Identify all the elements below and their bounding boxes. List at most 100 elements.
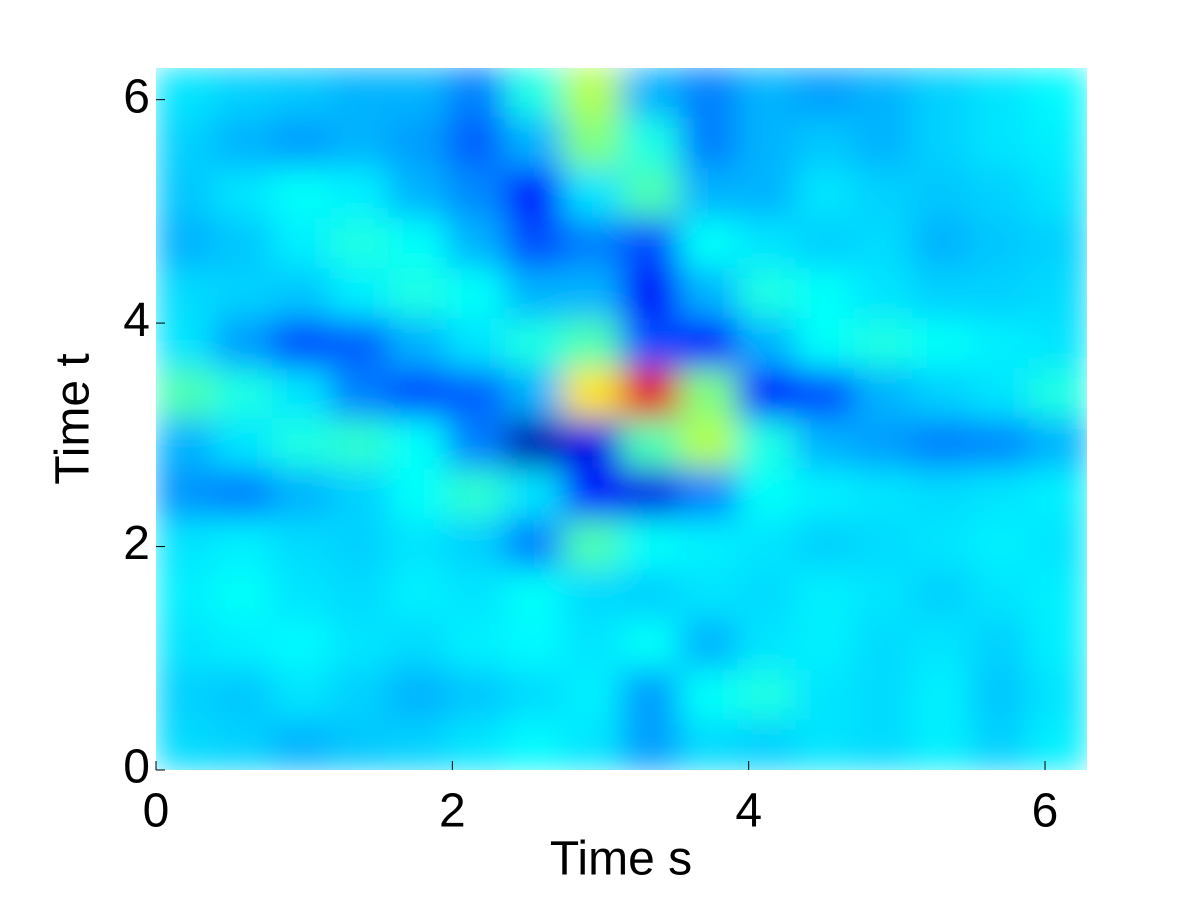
y-axis-label: Time t <box>47 353 100 485</box>
heatmap-cell <box>388 518 448 570</box>
heatmap-cell <box>621 418 681 470</box>
heatmap-cell <box>853 468 913 520</box>
heatmap-cell <box>213 669 273 721</box>
heatmap-cell <box>504 568 564 621</box>
heatmap-cell <box>271 117 332 169</box>
heatmap-cell <box>156 68 215 119</box>
heatmap-cell <box>679 68 739 119</box>
heatmap-cell <box>562 318 622 370</box>
heatmap-cell <box>446 117 506 169</box>
heatmap-cell <box>504 167 564 219</box>
heatmap-cell <box>388 619 448 671</box>
heatmap-cell <box>329 468 390 520</box>
heatmap-cell <box>795 117 855 169</box>
heatmap-cell <box>621 117 681 169</box>
heatmap-cell <box>213 117 273 169</box>
heatmap-cell <box>970 568 1030 621</box>
heatmap-cell <box>853 217 913 270</box>
heatmap-cell <box>621 518 681 570</box>
heatmap-cell <box>388 68 448 119</box>
heatmap-cell <box>271 368 332 420</box>
heatmap-cell <box>504 217 564 270</box>
heatmap-cell <box>271 669 332 721</box>
heatmap-cell <box>446 568 506 621</box>
heatmap-cell <box>795 719 855 770</box>
heatmap-cell <box>156 669 215 721</box>
heatmap-cell <box>329 117 390 169</box>
heatmap-cell <box>388 167 448 219</box>
heatmap-cell <box>795 167 855 219</box>
heatmap-cell <box>737 117 797 169</box>
heatmap-cell <box>504 318 564 370</box>
heatmap-cell <box>562 68 622 119</box>
y-tick-label: 4 <box>123 294 150 347</box>
heatmap-cell <box>156 719 215 770</box>
heatmap-cell <box>679 368 739 420</box>
heatmap-cell <box>388 217 448 270</box>
heatmap-cell <box>329 217 390 270</box>
heatmap-cell <box>271 719 332 770</box>
heatmap-cell <box>388 117 448 169</box>
heatmap-cell <box>446 619 506 671</box>
heatmap-cell <box>271 167 332 219</box>
heatmap-cell <box>562 468 622 520</box>
heatmap-cell <box>446 719 506 770</box>
heatmap-cell <box>504 619 564 671</box>
heatmap-cell <box>156 268 215 320</box>
heatmap-cell <box>970 368 1030 420</box>
heatmap-cell <box>329 669 390 721</box>
heatmap-cell <box>911 669 972 721</box>
heatmap-cell <box>271 217 332 270</box>
heatmap-cell <box>795 318 855 370</box>
heatmap-cell <box>329 368 390 420</box>
heatmap-cell <box>329 68 390 119</box>
heatmap-cell <box>329 167 390 219</box>
heatmap-cell <box>446 217 506 270</box>
heatmap-cell <box>1028 68 1087 119</box>
heatmap-cell <box>562 568 622 621</box>
y-tick-label: 2 <box>123 517 150 570</box>
heatmap-cell <box>156 418 215 470</box>
heatmap-cell <box>213 418 273 470</box>
heatmap-cell <box>156 117 215 169</box>
heatmap-cell <box>970 167 1030 219</box>
heatmap-cell <box>795 217 855 270</box>
heatmap-cell <box>1028 418 1087 470</box>
y-tick-label: 6 <box>123 70 150 123</box>
heatmap-cell <box>271 619 332 671</box>
heatmap-cell <box>271 568 332 621</box>
heatmap-cell <box>679 217 739 270</box>
heatmap-cell <box>271 68 332 119</box>
heatmap-cell <box>446 368 506 420</box>
heatmap-cell <box>213 468 273 520</box>
heatmap-cell <box>911 619 972 671</box>
heatmap-cell <box>504 418 564 470</box>
heatmap-cell <box>970 468 1030 520</box>
heatmap-cell <box>504 669 564 721</box>
heatmap-cell <box>388 669 448 721</box>
heatmap-cell <box>504 719 564 770</box>
x-tick-label: 4 <box>735 785 762 838</box>
heatmap-cell <box>621 68 681 119</box>
heatmap-cell <box>1028 518 1087 570</box>
x-tick-label: 0 <box>143 785 170 838</box>
heatmap-cell <box>853 518 913 570</box>
heatmap-cell <box>271 468 332 520</box>
heatmap-cell <box>1028 468 1087 520</box>
heatmap-cell <box>271 268 332 320</box>
heatmap-cell <box>271 318 332 370</box>
heatmap-cell <box>388 568 448 621</box>
heatmap-cell <box>737 568 797 621</box>
heatmap-cell <box>679 318 739 370</box>
heatmap-cell <box>970 217 1030 270</box>
heatmap-cell <box>388 468 448 520</box>
heatmap-cell <box>853 117 913 169</box>
heatmap-cell <box>446 418 506 470</box>
heatmap-cell <box>679 518 739 570</box>
heatmap-cell <box>562 217 622 270</box>
heatmap-cell <box>737 167 797 219</box>
heatmap-cell <box>213 167 273 219</box>
heatmap-cell <box>621 568 681 621</box>
x-axis-label: Time s <box>550 833 692 886</box>
